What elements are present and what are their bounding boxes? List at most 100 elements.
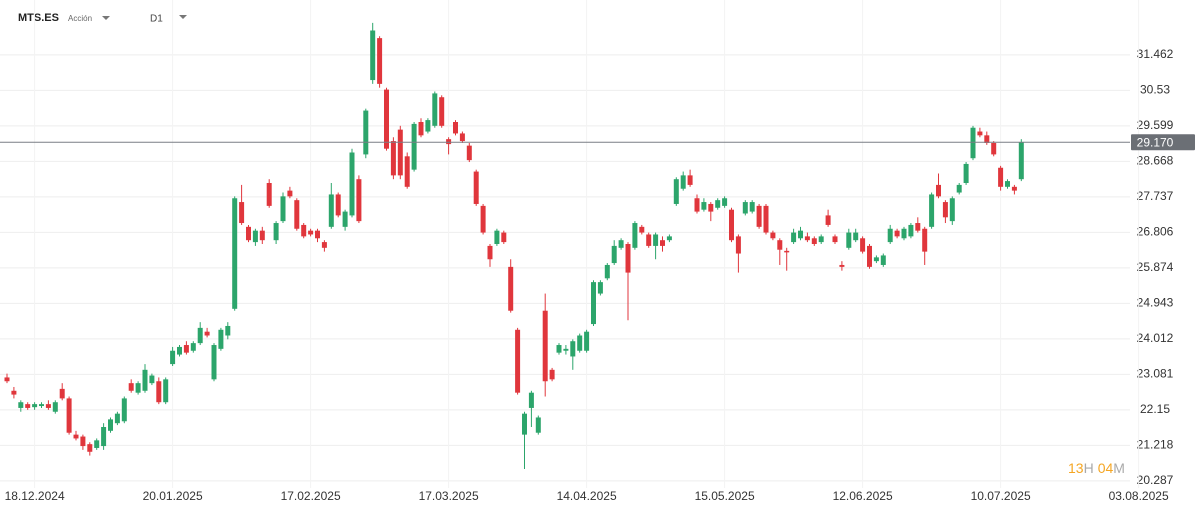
candle-body bbox=[52, 402, 58, 412]
candle-body bbox=[149, 375, 155, 384]
x-tick-label: 12.06.2025 bbox=[833, 489, 893, 503]
candle-body bbox=[128, 383, 134, 391]
candle-body bbox=[466, 145, 472, 161]
candle-body bbox=[818, 236, 824, 243]
candle-body bbox=[708, 203, 714, 212]
candle-body bbox=[777, 240, 783, 250]
candle-body bbox=[404, 156, 410, 187]
y-tick-label: 21.218 bbox=[1137, 438, 1174, 452]
candle-body bbox=[156, 381, 162, 403]
candle-body bbox=[252, 230, 258, 243]
candle-body bbox=[239, 202, 245, 224]
candle-body bbox=[577, 335, 583, 351]
candle-body bbox=[722, 198, 728, 206]
candle-body bbox=[501, 232, 507, 243]
candle-body bbox=[632, 223, 638, 248]
candle-body bbox=[549, 369, 555, 380]
candle-body bbox=[528, 392, 534, 408]
candle-body bbox=[301, 224, 307, 237]
candle-body bbox=[908, 224, 914, 237]
countdown-hours: 13 bbox=[1068, 460, 1084, 476]
candle-body bbox=[597, 282, 603, 294]
candle-body bbox=[894, 230, 900, 237]
candle-body bbox=[45, 404, 51, 408]
candle-body bbox=[432, 93, 438, 126]
dropdown-caret[interactable] bbox=[179, 15, 187, 19]
candle-body bbox=[660, 240, 665, 246]
candle-body bbox=[784, 250, 790, 253]
candle-body bbox=[335, 194, 341, 216]
candle-body bbox=[949, 198, 955, 222]
candle-body bbox=[591, 282, 596, 325]
candle-body bbox=[936, 184, 941, 197]
candle-body bbox=[970, 127, 976, 159]
x-tick-label: 17.03.2025 bbox=[419, 489, 479, 503]
candle-body bbox=[349, 152, 355, 216]
timeframe[interactable]: D1 bbox=[150, 14, 163, 25]
candle-body bbox=[680, 175, 686, 189]
y-tick-label: 27.737 bbox=[1137, 189, 1174, 203]
candle-body bbox=[798, 230, 803, 239]
candle-body bbox=[646, 234, 652, 246]
y-tick-label: 29.599 bbox=[1137, 118, 1174, 132]
candle-body bbox=[232, 198, 238, 309]
candle-body bbox=[839, 264, 845, 267]
candle-body bbox=[108, 419, 113, 431]
candle-body bbox=[370, 30, 376, 81]
y-tick-label: 24.943 bbox=[1137, 296, 1174, 310]
candle-body bbox=[653, 234, 659, 246]
candle-body bbox=[811, 238, 817, 244]
candle-body bbox=[735, 236, 741, 254]
candle-body bbox=[915, 223, 921, 231]
candle-body bbox=[183, 345, 189, 353]
asset-type: Acción bbox=[68, 14, 92, 23]
candle-body bbox=[832, 236, 838, 243]
candle-body bbox=[121, 398, 127, 422]
candle-body bbox=[639, 226, 645, 233]
candle-body bbox=[1011, 186, 1017, 191]
x-tick-label: 18.12.2024 bbox=[5, 489, 65, 503]
candle-body bbox=[791, 232, 797, 243]
candle-body bbox=[204, 331, 210, 336]
candle-body bbox=[673, 179, 679, 204]
candle-body bbox=[308, 230, 314, 235]
candle-body bbox=[556, 345, 562, 353]
candle-body bbox=[570, 341, 576, 357]
candle-body bbox=[32, 404, 38, 408]
y-tick-label: 20.287 bbox=[1137, 473, 1174, 487]
candle-body bbox=[59, 388, 65, 399]
candle-body bbox=[73, 434, 79, 439]
candle-body bbox=[984, 135, 990, 143]
dropdown-caret[interactable] bbox=[102, 16, 110, 20]
candle-body bbox=[694, 198, 700, 212]
candle-body bbox=[625, 244, 631, 273]
y-tick-label: 25.874 bbox=[1137, 260, 1174, 274]
candle-body bbox=[494, 230, 500, 244]
y-tick-label: 30.53 bbox=[1140, 83, 1170, 97]
candle-body bbox=[328, 194, 334, 227]
x-tick-label: 20.01.2025 bbox=[143, 489, 203, 503]
y-tick-label: 23.081 bbox=[1137, 367, 1174, 381]
candle-body bbox=[87, 444, 93, 452]
candle-body bbox=[377, 38, 383, 84]
countdown-unit: M bbox=[1113, 460, 1125, 476]
candle-body bbox=[887, 228, 893, 243]
candle-body bbox=[825, 215, 831, 225]
candle-body bbox=[535, 417, 541, 433]
y-tick-label: 28.668 bbox=[1137, 154, 1174, 168]
last-price-box bbox=[1131, 134, 1195, 151]
candle-body bbox=[170, 350, 176, 365]
candle-body bbox=[487, 245, 493, 260]
candle-body bbox=[473, 171, 479, 204]
candle-body bbox=[901, 228, 907, 239]
y-tick-label: 31.462 bbox=[1137, 47, 1174, 61]
candle-body bbox=[522, 413, 527, 435]
candle-body bbox=[287, 190, 293, 197]
candle-body bbox=[963, 163, 969, 183]
candle-body bbox=[39, 404, 44, 407]
candle-body bbox=[604, 264, 610, 279]
candle-body bbox=[763, 205, 769, 233]
candle-body bbox=[715, 200, 721, 208]
symbol: MTS.ES bbox=[18, 12, 59, 24]
